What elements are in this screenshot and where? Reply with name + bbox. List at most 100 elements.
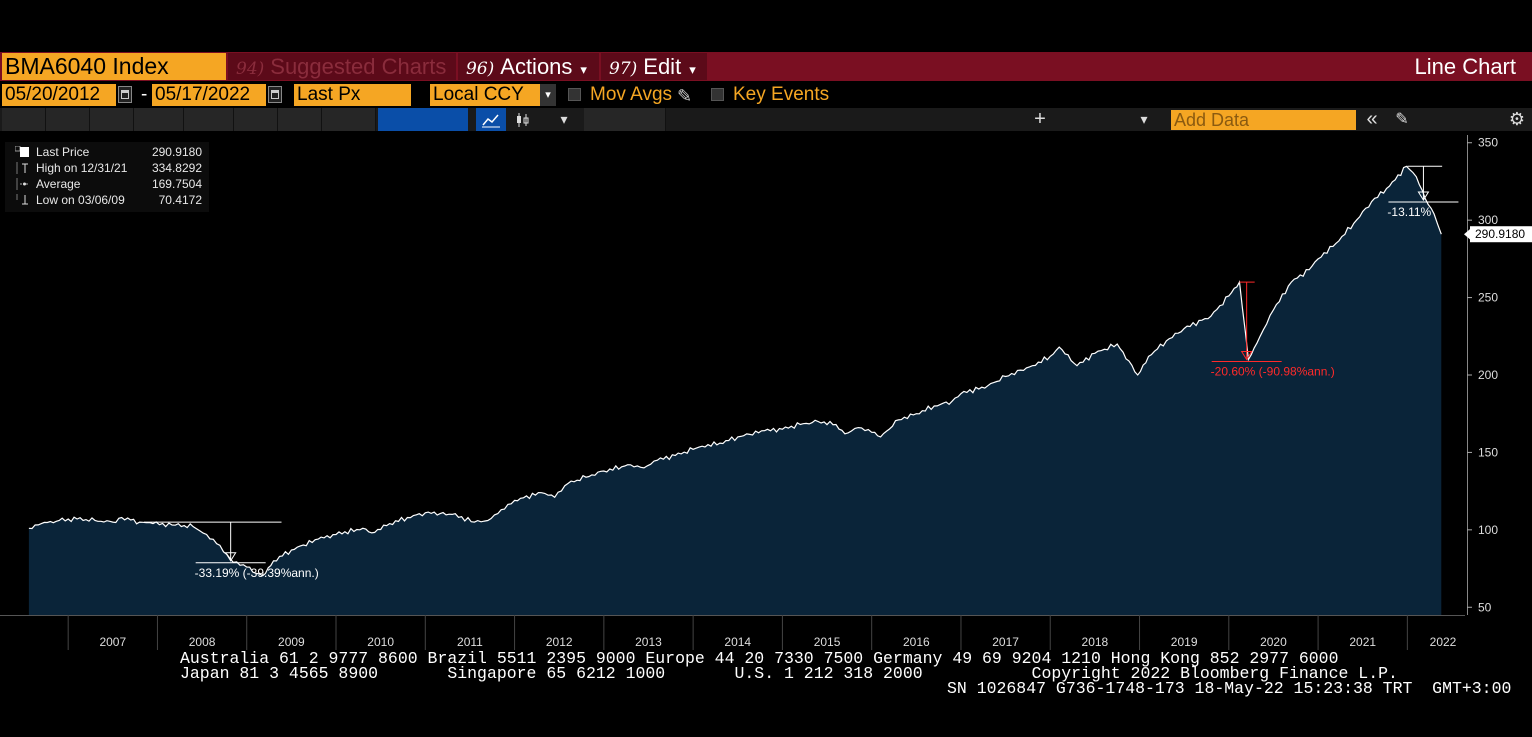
- x-tick-label: 2011: [457, 635, 483, 649]
- toolbar-slot[interactable]: [322, 108, 376, 131]
- drawdown-label: -33.19% (-39.39%ann.): [195, 566, 319, 580]
- add-data-input[interactable]: Add Data: [1171, 110, 1356, 130]
- last-value-label: 290.9180: [1475, 227, 1525, 241]
- x-tick-label: 2008: [189, 635, 216, 649]
- x-tick-label: 2014: [724, 635, 751, 649]
- last-value-pointer: [1464, 228, 1471, 241]
- x-tick-label: 2013: [635, 635, 662, 649]
- date-separator: -: [141, 84, 148, 105]
- y-tick-label: 150: [1478, 445, 1498, 459]
- toolbar-slot[interactable]: [90, 108, 134, 131]
- add-series-button[interactable]: +: [1034, 108, 1046, 130]
- key-events-checkbox[interactable]: [711, 88, 724, 101]
- price-area: [28, 166, 1442, 616]
- active-range-slot[interactable]: [378, 108, 468, 131]
- legend-label: Last Price: [36, 145, 90, 159]
- suggested-charts-label: Suggested Charts: [270, 54, 447, 79]
- x-tick-label: 2018: [1082, 635, 1109, 649]
- edit-number: 97): [609, 59, 638, 79]
- drawdown-label: -13.11%: [1387, 205, 1431, 219]
- currency-selector[interactable]: Local CCY: [430, 84, 540, 106]
- x-tick-label: 2015: [814, 635, 841, 649]
- x-tick-label: 2019: [1171, 635, 1198, 649]
- end-date-field[interactable]: 05/17/2022: [152, 84, 266, 106]
- toolbar-slot[interactable]: [46, 108, 90, 131]
- legend-value: 70.4172: [158, 193, 202, 207]
- y-tick-label: 350: [1478, 136, 1498, 150]
- toolbar-slot[interactable]: [278, 108, 322, 131]
- last-value-badge: [1470, 226, 1532, 243]
- footer-session-line: SN 1026847 G736-1748-173 18-May-22 15:23…: [947, 679, 1512, 698]
- x-tick-label: 2017: [992, 635, 1019, 649]
- toolbar-slot[interactable]: [134, 108, 184, 131]
- y-tick-label: 100: [1478, 523, 1498, 537]
- average-marker-icon: [16, 178, 29, 190]
- x-tick-label: 2021: [1349, 635, 1376, 649]
- x-tick-label: 2010: [367, 635, 394, 649]
- legend-row-average[interactable]: Average 169.7504: [5, 176, 209, 192]
- y-tick-label: 50: [1478, 600, 1492, 614]
- x-tick-label: 2016: [903, 635, 930, 649]
- chevron-down-icon[interactable]: ▾: [540, 84, 556, 106]
- key-events-label: Key Events: [733, 84, 830, 105]
- toolbar-slot[interactable]: [2, 108, 46, 131]
- x-tick-label: 2012: [546, 635, 573, 649]
- price-line[interactable]: [28, 165, 1442, 577]
- x-tick-label: 2007: [99, 635, 126, 649]
- chevron-down-icon[interactable]: ▾: [1140, 111, 1148, 127]
- legend-value: 290.9180: [151, 145, 202, 159]
- line-chart-icon[interactable]: [476, 108, 506, 131]
- calendar-icon[interactable]: [268, 86, 282, 103]
- drawdown-arrow: [1240, 351, 1253, 361]
- calendar-icon[interactable]: [118, 86, 132, 103]
- toolbar-slot[interactable]: [584, 108, 666, 131]
- x-tick-label: 2009: [278, 635, 305, 649]
- gear-icon[interactable]: ⚙: [1508, 109, 1526, 129]
- toolbar-slot[interactable]: [184, 108, 234, 131]
- suggested-charts-button[interactable]: 94) Suggested Charts: [228, 53, 456, 80]
- legend-label: Low on 03/06/09: [36, 193, 125, 207]
- drawdown-arrow: [224, 552, 237, 562]
- chart-legend: Last Price 290.9180 High on 12/31/21 334…: [5, 142, 209, 212]
- legend-label: Average: [36, 177, 81, 191]
- edit-menu-button[interactable]: 97) Edit ▾: [601, 53, 707, 80]
- chevron-down-icon[interactable]: ▾: [560, 111, 568, 127]
- pencil-icon[interactable]: ✎: [1395, 111, 1409, 128]
- low-marker-icon: [16, 194, 28, 205]
- legend-value: 169.7504: [151, 177, 202, 191]
- y-tick-label: 250: [1478, 291, 1498, 305]
- pencil-icon[interactable]: ✎: [677, 86, 693, 106]
- edit-label: Edit: [643, 54, 682, 79]
- toolbar-slot[interactable]: [234, 108, 278, 131]
- y-tick-label: 200: [1478, 368, 1498, 382]
- x-tick-label: 2022: [1430, 635, 1457, 649]
- footer-contacts-line1: Australia 61 2 9777 8600 Brazil 5511 239…: [180, 649, 1339, 668]
- high-marker-icon: [16, 162, 28, 174]
- drawdown-label: -20.60% (-90.98%ann.): [1211, 365, 1335, 379]
- chevron-down-icon: ▾: [580, 62, 587, 77]
- collapse-icon[interactable]: «: [1366, 108, 1378, 130]
- drawdown-arrow: [1417, 191, 1430, 201]
- legend-row-high[interactable]: High on 12/31/21 334.8292: [5, 160, 209, 176]
- actions-label: Actions: [500, 54, 573, 79]
- field-selector[interactable]: Last Px: [294, 84, 411, 106]
- mov-avgs-label: Mov Avgs: [590, 84, 673, 105]
- y-tick-label: 300: [1478, 213, 1498, 227]
- x-tick-label: 2020: [1260, 635, 1287, 649]
- chevron-down-icon: ▾: [689, 62, 696, 77]
- suggested-charts-number: 94): [236, 59, 265, 79]
- legend-value: 334.8292: [151, 161, 202, 175]
- start-date-field[interactable]: 05/20/2012: [2, 84, 116, 106]
- actions-menu-button[interactable]: 96) Actions ▾: [458, 53, 599, 80]
- legend-row-low[interactable]: Low on 03/06/09 70.4172: [5, 192, 209, 208]
- square-icon: [15, 146, 29, 157]
- actions-number: 96): [466, 59, 495, 79]
- chart-type-label: Line Chart: [1414, 54, 1516, 79]
- legend-row-last-price[interactable]: Last Price 290.9180: [5, 144, 209, 160]
- legend-label: High on 12/31/21: [36, 161, 128, 175]
- footer-contacts-line2: Japan 81 3 4565 8900 Singapore 65 6212 1…: [180, 664, 1398, 683]
- ticker-input[interactable]: BMA6040 Index: [2, 53, 226, 80]
- mov-avgs-checkbox[interactable]: [568, 88, 581, 101]
- candlestick-icon[interactable]: [508, 108, 538, 131]
